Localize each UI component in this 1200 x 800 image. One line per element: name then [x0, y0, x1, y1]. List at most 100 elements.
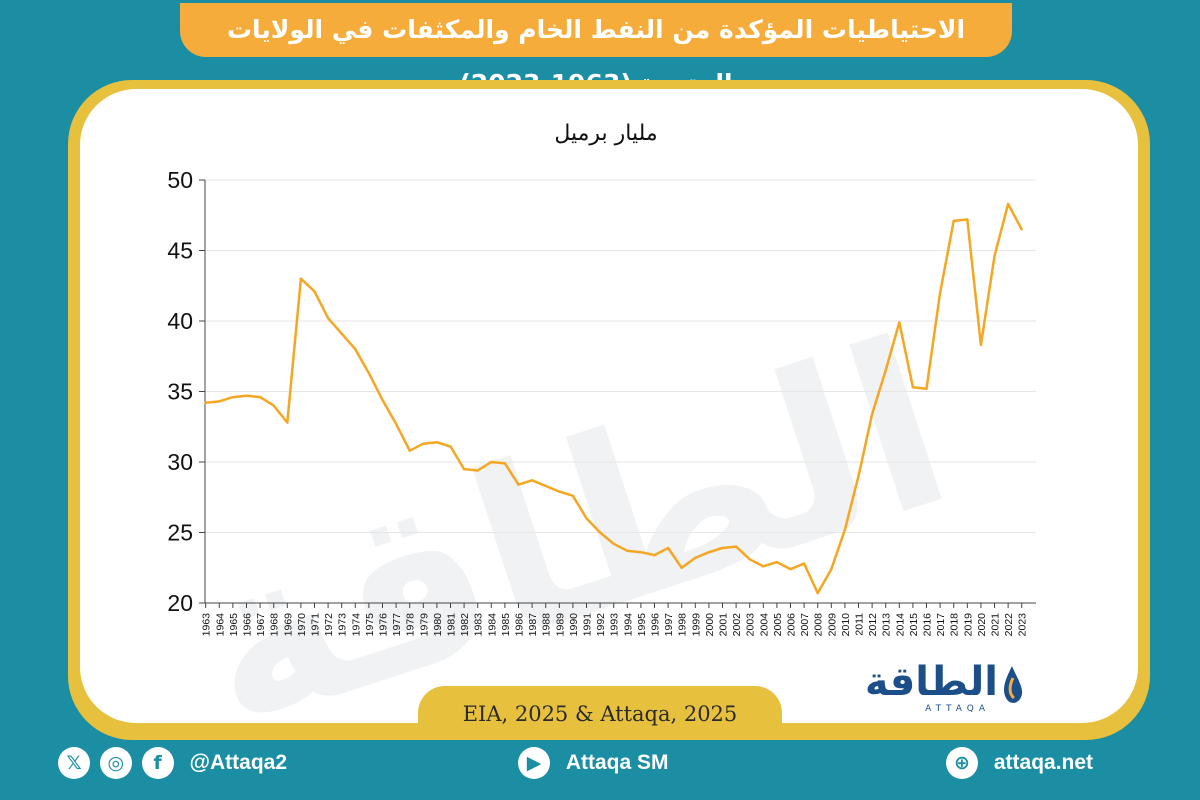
website-url[interactable]: attaqa.net [993, 751, 1094, 775]
data-point [979, 343, 983, 347]
data-point [381, 398, 384, 402]
y-tick-label: 40 [167, 308, 193, 334]
data-point [231, 395, 235, 399]
data-point [490, 460, 493, 464]
x-tick-label: 1973 [337, 613, 349, 637]
data-point [408, 449, 411, 452]
x-tick-label: 1975 [364, 613, 376, 637]
x-tick-label: 2001 [718, 613, 730, 637]
data-point [435, 441, 439, 444]
instagram-icon[interactable]: ◎ [99, 747, 132, 780]
data-point [993, 254, 996, 258]
x-tick-label: 2023 [1017, 613, 1029, 637]
x-tick-label: 1970 [296, 613, 308, 637]
data-point [585, 517, 588, 520]
data-point [571, 494, 575, 498]
x-tick-label: 1971 [309, 613, 321, 637]
youtube-icon[interactable]: ▶ [518, 747, 550, 780]
data-point [966, 218, 969, 221]
data-point [1020, 228, 1023, 231]
x-tick-label: 1985 [500, 613, 512, 637]
data-point [639, 551, 643, 554]
youtube-link[interactable]: ▶ Attaqa SM [518, 745, 669, 781]
social-links: 𝕏 ◎ f @Attaqa2 [58, 745, 287, 781]
data-point [313, 290, 316, 293]
x-tick-label: 1997 [663, 613, 675, 637]
x-icon[interactable]: 𝕏 [58, 747, 90, 780]
x-tick-label: 2022 [1003, 613, 1015, 637]
data-point [694, 556, 697, 560]
x-tick-label: 2010 [840, 613, 852, 637]
x-tick-label: 1965 [228, 613, 240, 637]
data-point [354, 348, 357, 351]
data-point [204, 401, 207, 404]
x-tick-label: 1995 [636, 613, 648, 637]
x-tick-label: 1980 [432, 613, 444, 637]
data-point [530, 479, 534, 482]
data-point [558, 490, 561, 493]
x-tick-label: 2013 [881, 613, 893, 637]
data-point [218, 400, 221, 403]
facebook-icon[interactable]: f [141, 747, 174, 780]
data-point [340, 332, 343, 335]
x-tick-label: 1972 [323, 613, 335, 637]
x-tick-label: 1966 [241, 613, 253, 637]
x-tick-label: 1967 [255, 613, 267, 637]
data-point [653, 553, 656, 557]
series-group [204, 202, 1023, 595]
data-point [449, 445, 452, 448]
y-tick-label: 45 [167, 238, 193, 264]
x-tick-label: 2003 [745, 613, 757, 637]
chart-card: الطاقة [80, 89, 1138, 723]
data-point [394, 422, 398, 426]
data-point [626, 549, 629, 553]
data-point [462, 467, 466, 471]
x-tick-label: 2008 [813, 613, 825, 637]
y-tick-label: 30 [167, 449, 193, 475]
y-tick-label: 35 [167, 379, 193, 405]
data-point [925, 387, 928, 390]
website-link[interactable]: ⊕ attaqa.net [946, 745, 1093, 781]
y-tick-label: 50 [167, 167, 193, 193]
x-tick-label: 2004 [758, 613, 770, 637]
data-point [734, 545, 738, 548]
data-point [258, 395, 262, 399]
x-tick-label: 2020 [976, 613, 988, 637]
y-tick-label: 25 [167, 520, 193, 546]
data-point [299, 277, 303, 280]
data-point [830, 567, 833, 571]
x-tick-label: 2009 [826, 613, 838, 637]
x-tick-label: 1974 [350, 613, 362, 637]
data-point [367, 371, 371, 375]
x-tick-label: 1993 [609, 613, 621, 637]
x-tick-label: 2005 [772, 613, 784, 637]
youtube-handle[interactable]: Attaqa SM [565, 751, 669, 775]
logo-subtitle: ATTAQA [925, 704, 990, 714]
x-tick-label: 1963 [201, 613, 213, 637]
x-tick-labels: 1963 1964 1965 1966 1967 1968 1969 1970 1971 1972… [201, 613, 1029, 637]
x-tick-label: 1986 [513, 613, 525, 637]
x-tick-label: 2011 [854, 613, 866, 636]
x-tick-label: 1979 [418, 613, 430, 637]
globe-icon[interactable]: ⊕ [946, 747, 978, 780]
x-tick-label: 2018 [949, 613, 961, 637]
data-point [286, 421, 289, 424]
x-tick-label: 2006 [786, 613, 798, 637]
x-tick-label: 2002 [731, 613, 743, 637]
x-tick-label: 2015 [908, 613, 920, 637]
x-tick-label: 1999 [690, 613, 702, 637]
data-point [762, 565, 765, 568]
gridlines [205, 179, 1036, 533]
social-handle[interactable]: @Attaqa2 [189, 751, 288, 775]
x-tick-label: 1968 [269, 613, 281, 637]
x-tick-label: 1994 [622, 613, 634, 637]
data-point [666, 546, 670, 550]
data-point [898, 321, 901, 324]
data-point [503, 462, 507, 465]
data-point [680, 566, 683, 569]
x-tick-label: 1978 [405, 613, 417, 637]
x-tick-label: 1964 [214, 613, 226, 637]
data-point [748, 558, 751, 561]
data-point [802, 562, 806, 565]
